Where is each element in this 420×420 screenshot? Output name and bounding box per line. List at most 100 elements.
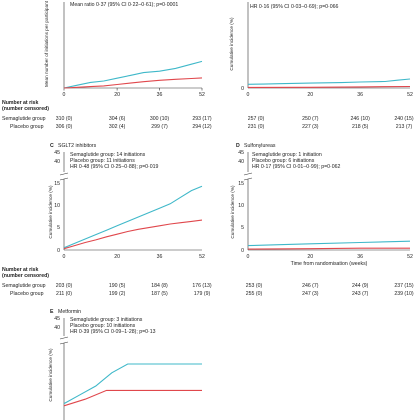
panel-a: Mean ratio 0·37 (95% CI 0·22–0·61); p=0·… (44, 0, 205, 98)
risk-sema-label-bottom: Semaglutide group (2, 283, 46, 289)
b-risk-placebo-36: 218 (5) (352, 124, 369, 130)
panel-d-ytick-5: 5 (241, 225, 244, 231)
panel-d-hr: HR 0·17 (95% CI 0·01–0·99); p=0·062 (252, 164, 340, 170)
panel-e-ylabel: Cumulative incidence (%) (48, 348, 53, 402)
panel-c-placebo-initiations: Placebo group: 11 initiations (70, 158, 135, 164)
panel-d-xtick-20: 20 (307, 254, 313, 260)
panel-c-axis-break-1 (59, 172, 69, 176)
panel-a-placebo-line (63, 77, 203, 89)
b-risk-sema-20: 250 (7) (302, 116, 319, 122)
panel-e-sema-initiations: Semaglutide group: 3 initiations (70, 317, 143, 323)
panel-d-ytick-10: 10 (238, 203, 244, 209)
panel-a-annotation: Mean ratio 0·37 (95% CI 0·22–0·61); p=0·… (70, 2, 178, 8)
panel-e-hr: HR 0·39 (95% CI 0·09–1·28); p=0·13 (70, 329, 156, 335)
panel-b-xtick-36: 36 (357, 92, 363, 98)
risk-placebo-label-bottom: Placebo group (10, 291, 44, 297)
panel-e-ytick-40: 40 (54, 325, 60, 331)
panel-e-ytick-45: 45 (54, 316, 60, 322)
panel-b-xtick-52: 52 (407, 92, 413, 98)
panel-c-ytick-15: 15 (54, 181, 60, 187)
panel-c-semaglutide-line (63, 185, 203, 249)
panel-c-ytick-40: 40 (54, 159, 60, 165)
panel-d-sema-initiations: Semaglutide group: 1 initiation (252, 152, 322, 158)
panel-c-xtick-0: 0 (63, 254, 66, 260)
panel-c-ytick-10: 10 (54, 203, 60, 209)
panel-a-xtick-52: 52 (199, 92, 205, 98)
risk-title-top: Number at risk (2, 100, 38, 106)
risk-table-bottom: Number at risk (number censored) Semaglu… (2, 267, 414, 297)
panel-b-xtick-0: 0 (247, 92, 250, 98)
b-risk-placebo-52: 213 (7) (396, 124, 413, 130)
panel-c-sema-initiations: Semaglutide group: 14 initiations (70, 152, 146, 158)
panel-d-xtick-52: 52 (407, 254, 413, 260)
panel-d-letter: D (236, 143, 240, 149)
panel-c-xtick-52: 52 (199, 254, 205, 260)
panel-c: C SGLT2 inhibitors Semaglutide group: 14… (48, 143, 205, 260)
panel-e-axis-break-2 (59, 341, 69, 345)
panel-a-xtick-36: 36 (157, 92, 163, 98)
panel-e-title: Metformin (58, 309, 81, 315)
panel-d-ytick-40: 40 (238, 159, 244, 165)
panel-a-xtick-20: 20 (114, 92, 120, 98)
c-risk-placebo-52: 179 (9) (194, 291, 211, 297)
c-risk-sema-36: 184 (8) (151, 283, 168, 289)
risk-placebo-label-top: Placebo group (10, 124, 44, 130)
panel-c-title: SGLT2 inhibitors (58, 143, 97, 149)
c-risk-placebo-0: 211 (0) (56, 291, 72, 297)
panel-d-ytick-15: 15 (238, 181, 244, 187)
d-risk-sema-20: 246 (7) (302, 283, 319, 289)
panel-c-hr: HR 0·48 (95% CI 0·25–0·88); p=0·019 (70, 164, 158, 170)
d-risk-placebo-52: 239 (10) (394, 291, 414, 297)
c-risk-placebo-36: 187 (5) (151, 291, 168, 297)
panel-d-placebo-initiations: Placebo group: 6 initiations (252, 158, 315, 164)
d-risk-placebo-20: 247 (3) (302, 291, 319, 297)
panel-c-xtick-20: 20 (114, 254, 120, 260)
panel-d-placebo-line (247, 247, 410, 250)
panel-b-ytick-0: 0 (241, 86, 244, 92)
b-risk-sema-0: 257 (0) (248, 116, 265, 122)
b-risk-placebo-0: 231 (0) (248, 124, 265, 130)
a-risk-sema-20: 304 (6) (109, 116, 126, 122)
panel-e: E Metformin Semaglutide group: 3 initiat… (48, 309, 202, 420)
panel-e-placebo-line (63, 389, 202, 407)
risk-sema-label-top: Semaglutide group (2, 116, 46, 122)
panel-e-axis-break-1 (59, 336, 69, 340)
panel-c-letter: C (50, 143, 54, 149)
d-risk-placebo-36: 243 (7) (352, 291, 369, 297)
panel-d-ytick-45: 45 (238, 150, 244, 156)
a-risk-placebo-0: 306 (0) (56, 124, 73, 130)
panel-e-letter: E (50, 309, 54, 315)
panel-d-title: Sulfonylureas (244, 143, 276, 149)
a-risk-placebo-20: 302 (4) (109, 124, 126, 130)
a-risk-placebo-52: 294 (12) (192, 124, 212, 130)
risk-subtitle-top: (number censored) (2, 106, 49, 112)
panel-a-xtick-0: 0 (63, 92, 66, 98)
d-risk-sema-0: 253 (0) (246, 283, 263, 289)
panel-c-ytick-0: 0 (57, 248, 60, 254)
panel-d-xtick-0: 0 (247, 254, 250, 260)
panel-d-axis-break-2 (243, 177, 253, 181)
panel-b: HR 0·16 (95% CI 0·03–0·69); p=0·066 Cumu… (229, 2, 413, 98)
panel-c-axis-break-2 (59, 177, 69, 181)
panel-d-ytick-0: 0 (241, 248, 244, 254)
panel-b-placebo-line (247, 85, 411, 88)
risk-title-bottom: Number at risk (2, 267, 38, 273)
risk-table-top: Number at risk (number censored) Semaglu… (2, 100, 414, 130)
risk-subtitle-bottom: (number censored) (2, 273, 49, 279)
panel-d-semaglutide-line (247, 240, 411, 247)
panel-c-ytick-5: 5 (57, 225, 60, 231)
c-risk-sema-0: 203 (0) (56, 283, 73, 289)
panel-d-ylabel: Cumulative incidence (%) (230, 185, 235, 239)
panel-d-axis-break-1 (243, 172, 253, 176)
panel-a-semaglutide-line (63, 60, 203, 89)
a-risk-sema-36: 300 (10) (150, 116, 170, 122)
panel-c-ylabel: Cumulative incidence (%) (48, 185, 53, 239)
panel-d-xlabel: Time from randomisation (weeks) (291, 261, 368, 267)
panel-b-xtick-20: 20 (307, 92, 313, 98)
panel-c-ytick-45: 45 (54, 150, 60, 156)
panel-e-semaglutide-line (63, 363, 202, 405)
a-risk-sema-0: 310 (0) (56, 116, 73, 122)
panel-d: D Sulfonylureas Semaglutide group: 1 ini… (230, 143, 413, 267)
c-risk-sema-20: 190 (5) (109, 283, 126, 289)
